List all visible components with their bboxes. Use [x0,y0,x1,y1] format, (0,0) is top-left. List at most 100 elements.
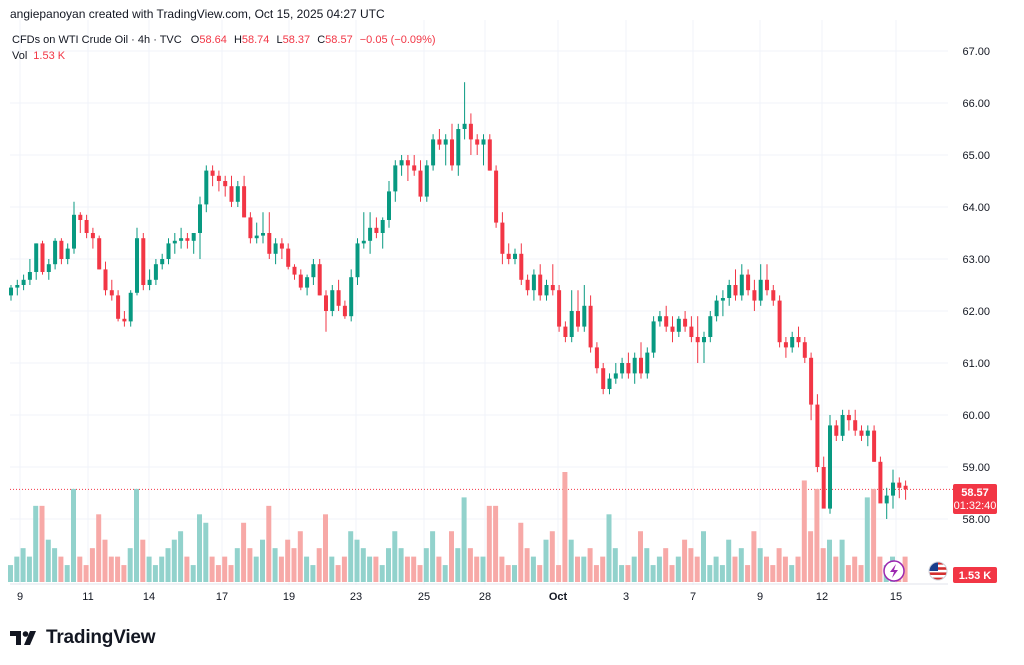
volume-bar [26,556,32,582]
high-label: H [233,34,242,46]
volume-bar [190,565,196,582]
candle-body [897,482,902,488]
volume-bar [644,548,650,582]
candle-body [809,357,814,405]
volume-bar [449,531,454,582]
candle-body [122,318,127,322]
candle-body [544,285,549,296]
time-tick-label: 25 [418,591,430,603]
volume-bar [518,522,524,582]
candle-body [739,274,744,296]
candle-body [298,274,303,288]
candle-body [21,279,26,285]
volume-bar [14,556,20,582]
volume-bar [121,565,127,582]
volume-bar [360,548,366,582]
candle-body [569,311,574,337]
candle-body [198,204,202,233]
candle-body [235,186,240,202]
candle-body [840,415,845,436]
candle-body [456,129,461,166]
volume-bar [871,488,877,582]
volume-bar [77,556,83,582]
tradingview-logo[interactable]: TradingView [10,626,156,650]
volume-bar [127,548,133,582]
candle-body [349,277,354,317]
volume-label[interactable]: Vol [12,50,28,62]
volume-bar [606,514,612,582]
candle-body [40,243,45,272]
candle-body [802,342,807,358]
volume-bar [845,565,851,582]
symbol-title[interactable]: CFDs on WTI Crude Oil · 4h · TVC [12,34,182,46]
candle-body [714,300,719,317]
candle-body [405,160,410,166]
volume-bar [556,565,562,582]
candle-body [273,243,278,254]
candle-body [128,292,133,322]
us-flag-icon[interactable] [928,561,948,581]
candle-body [607,378,612,389]
candle-body [582,305,587,327]
candle-body [292,266,297,275]
volume-bar [524,548,530,582]
volume-bar [291,548,297,582]
change-value: −0.05 (−0.09%) [359,34,436,46]
volume-bar [852,556,858,582]
candle-body [261,233,265,236]
volume-bar [329,556,335,582]
volume-bar [297,531,303,582]
candle-body [664,316,669,327]
candle-body [494,170,499,223]
volume-bar [801,480,807,582]
time-tick-label: 9 [757,591,763,603]
volume-bar [707,565,713,582]
volume-bar [751,531,757,582]
candle-body [594,347,599,369]
volume-bar [656,556,662,582]
volume-bar [367,556,373,582]
volume-bar [348,531,354,582]
volume-bar [474,556,480,582]
candle-body [34,243,39,272]
volume-bar [467,548,473,582]
time-tick-label: 23 [350,591,362,603]
candle-body [689,326,694,337]
candle-body [179,238,184,241]
candle-body [399,160,404,166]
volume-bar [373,556,379,582]
volume-bar [858,565,864,582]
volume-bar [820,548,826,582]
candle-body [765,279,769,291]
candle-body [324,295,328,311]
candle-body [311,264,316,278]
volume-bar [726,539,732,582]
tradingview-logo-icon [10,631,36,645]
volume-bar [379,565,385,582]
candle-body [506,253,511,259]
volume-bars [8,472,908,582]
candle-body [531,274,536,291]
price-tick-label: 61.00 [962,358,990,370]
volume-bar [593,565,599,582]
candle-body [46,264,51,272]
candle-body [576,311,580,327]
time-tick-label: 17 [216,591,228,603]
candle-body [487,139,492,171]
candle-body [185,238,190,241]
price-tick-label: 62.00 [962,306,990,318]
time-tick-label: 12 [816,591,828,603]
volume-bar [442,565,448,582]
volume-bar [386,548,391,582]
candle-body [550,285,555,291]
candle-body [538,274,543,296]
candle-body [828,425,832,509]
volume-bar [146,556,152,582]
flash-icon[interactable] [883,560,905,582]
volume-bar [694,556,700,582]
candle-body [859,430,864,436]
volume-bar [543,539,549,582]
candle-body [815,404,820,467]
candle-body [670,326,675,332]
